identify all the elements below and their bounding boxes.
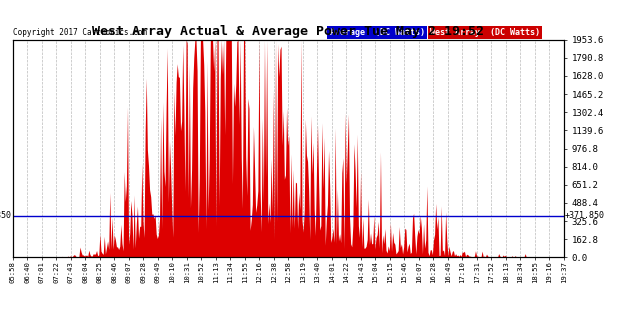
Text: +371.850: +371.850 — [564, 212, 604, 220]
Text: West Array  (DC Watts): West Array (DC Watts) — [430, 28, 540, 37]
Text: +371.850: +371.850 — [0, 212, 12, 220]
Text: Average  (DC Watts): Average (DC Watts) — [329, 28, 425, 37]
Text: Copyright 2017 Cartronics.com: Copyright 2017 Cartronics.com — [13, 28, 147, 37]
Title: West Array Actual & Average Power Tue May 2 19:52: West Array Actual & Average Power Tue Ma… — [92, 25, 484, 38]
